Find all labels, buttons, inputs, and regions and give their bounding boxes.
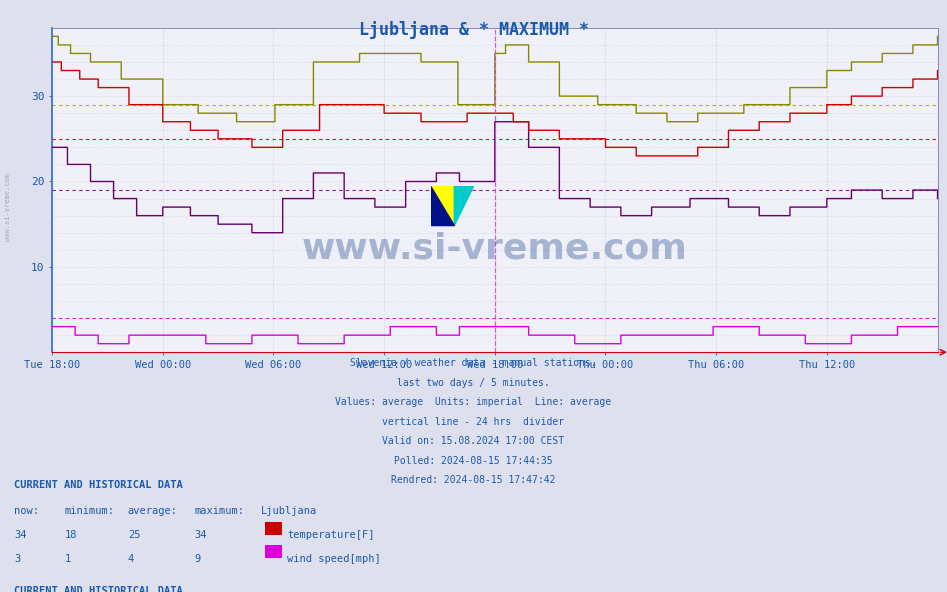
Text: Ljubljana & * MAXIMUM *: Ljubljana & * MAXIMUM * — [359, 21, 588, 38]
Text: www.si-vreme.com: www.si-vreme.com — [5, 173, 10, 241]
Polygon shape — [455, 186, 474, 226]
Text: 18: 18 — [64, 530, 77, 540]
Text: Slovenia / weather data - manual stations.: Slovenia / weather data - manual station… — [350, 358, 597, 368]
Text: temperature[F]: temperature[F] — [287, 530, 374, 540]
Text: last two days / 5 minutes.: last two days / 5 minutes. — [397, 378, 550, 388]
Text: now:: now: — [14, 506, 39, 516]
Text: CURRENT AND HISTORICAL DATA: CURRENT AND HISTORICAL DATA — [14, 586, 183, 592]
Text: Rendred: 2024-08-15 17:47:42: Rendred: 2024-08-15 17:47:42 — [391, 475, 556, 485]
Text: CURRENT AND HISTORICAL DATA: CURRENT AND HISTORICAL DATA — [14, 480, 183, 490]
Text: Values: average  Units: imperial  Line: average: Values: average Units: imperial Line: av… — [335, 397, 612, 407]
Text: 1: 1 — [64, 554, 71, 564]
Text: minimum:: minimum: — [64, 506, 115, 516]
Text: vertical line - 24 hrs  divider: vertical line - 24 hrs divider — [383, 417, 564, 427]
Text: 9: 9 — [194, 554, 201, 564]
Text: average:: average: — [128, 506, 178, 516]
Text: Valid on: 15.08.2024 17:00 CEST: Valid on: 15.08.2024 17:00 CEST — [383, 436, 564, 446]
Text: Ljubljana: Ljubljana — [260, 506, 316, 516]
Text: Polled: 2024-08-15 17:44:35: Polled: 2024-08-15 17:44:35 — [394, 456, 553, 466]
Text: 34: 34 — [194, 530, 206, 540]
Text: 3: 3 — [14, 554, 21, 564]
Polygon shape — [431, 186, 455, 226]
Text: maximum:: maximum: — [194, 506, 244, 516]
Polygon shape — [431, 186, 455, 226]
Text: 34: 34 — [14, 530, 27, 540]
Text: wind speed[mph]: wind speed[mph] — [287, 554, 381, 564]
Text: 4: 4 — [128, 554, 134, 564]
Text: 25: 25 — [128, 530, 140, 540]
Text: www.si-vreme.com: www.si-vreme.com — [302, 231, 688, 265]
